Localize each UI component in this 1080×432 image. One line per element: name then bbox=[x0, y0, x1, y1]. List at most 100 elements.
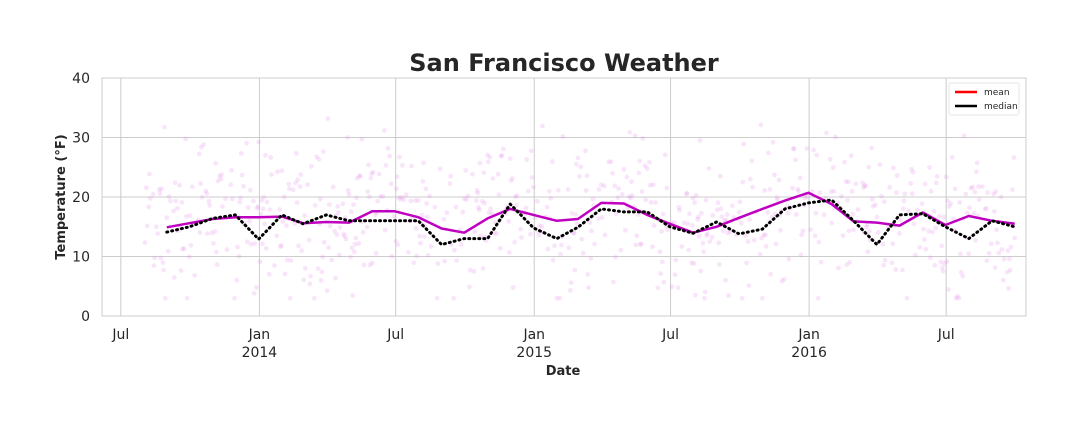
scatter-point bbox=[802, 195, 808, 201]
scatter-point bbox=[897, 231, 902, 236]
scatter-point bbox=[1001, 256, 1007, 262]
scatter-point bbox=[632, 133, 638, 139]
scatter-point bbox=[718, 206, 724, 212]
scatter-point bbox=[729, 203, 735, 209]
scatter-point bbox=[442, 258, 448, 264]
scatter-point bbox=[544, 204, 550, 210]
scatter-point bbox=[887, 184, 893, 190]
scatter-point bbox=[205, 231, 210, 237]
scatter-point bbox=[889, 260, 895, 266]
scatter-point bbox=[578, 164, 584, 170]
scatter-point bbox=[295, 177, 301, 183]
scatter-point bbox=[940, 268, 946, 274]
scatter-point bbox=[650, 244, 655, 250]
x-tick-label: Jul bbox=[386, 327, 404, 343]
scatter-point bbox=[444, 210, 450, 216]
scatter-point bbox=[284, 257, 290, 263]
scatter-point bbox=[477, 160, 483, 166]
y-tick-label: 0 bbox=[81, 309, 90, 325]
scatter-point bbox=[510, 285, 516, 290]
scatter-point bbox=[342, 233, 347, 239]
scatter-point bbox=[882, 199, 887, 204]
scatter-point bbox=[790, 185, 795, 191]
scatter-point bbox=[757, 251, 763, 257]
scatter-point bbox=[684, 191, 690, 196]
scatter-point bbox=[152, 255, 158, 261]
scatter-point bbox=[865, 249, 871, 255]
scatter-point bbox=[679, 244, 685, 249]
scatter-point bbox=[717, 173, 723, 179]
scatter-point bbox=[142, 240, 148, 245]
scatter-point bbox=[380, 194, 386, 199]
scatter-point bbox=[696, 214, 701, 220]
scatter-point bbox=[738, 220, 744, 226]
scatter-point bbox=[292, 221, 298, 226]
scatter-point bbox=[762, 188, 768, 193]
scatter-point bbox=[657, 249, 663, 255]
scatter-point bbox=[552, 243, 557, 249]
scatter-point bbox=[938, 259, 944, 265]
scatter-point bbox=[628, 195, 634, 201]
scatter-point bbox=[863, 224, 869, 230]
scatter-point bbox=[228, 182, 234, 188]
scatter-point bbox=[464, 197, 469, 203]
scatter-point bbox=[800, 228, 806, 234]
scatter-point bbox=[403, 192, 409, 198]
scatter-point bbox=[906, 208, 911, 214]
legend-label-mean: mean bbox=[984, 88, 1010, 98]
scatter-point bbox=[863, 183, 868, 189]
scatter-point bbox=[252, 241, 258, 247]
scatter-point bbox=[420, 178, 426, 184]
scatter-point bbox=[927, 255, 933, 261]
scatter-point bbox=[365, 189, 371, 195]
scatter-point bbox=[254, 205, 260, 211]
scatter-point bbox=[984, 258, 990, 264]
scatter-point bbox=[793, 211, 799, 217]
scatter-point bbox=[659, 229, 664, 234]
scatter-point bbox=[706, 166, 712, 171]
x-tick-year-label: 2015 bbox=[516, 345, 552, 361]
scatter-point bbox=[308, 163, 314, 169]
scatter-point bbox=[739, 295, 745, 301]
scatter-point bbox=[296, 243, 301, 249]
scatter-point bbox=[463, 167, 469, 173]
scatter-point bbox=[796, 188, 801, 194]
scatter-point bbox=[993, 189, 999, 194]
scatter-point bbox=[528, 231, 533, 237]
scatter-point bbox=[473, 198, 479, 203]
scatter-point bbox=[853, 181, 859, 187]
scatter-point bbox=[183, 136, 188, 142]
scatter-point bbox=[173, 198, 179, 204]
scatter-point bbox=[244, 239, 250, 245]
scatter-point bbox=[248, 241, 254, 247]
scatter-point bbox=[354, 175, 360, 181]
scatter-point bbox=[596, 187, 602, 192]
scatter-point bbox=[599, 215, 605, 220]
scatter-point bbox=[862, 182, 868, 188]
scatter-point bbox=[475, 190, 481, 196]
scatter-point bbox=[460, 209, 466, 215]
scatter-point bbox=[213, 160, 219, 166]
scatter-point bbox=[622, 227, 628, 233]
x-axis-ticks: Jul Jan 2014 Jul Jan 2015 Jul Jan 2016 Jul bbox=[111, 327, 954, 361]
scatter-point bbox=[345, 135, 350, 140]
scatter-point bbox=[298, 172, 304, 178]
scatter-point bbox=[162, 124, 167, 130]
y-axis-ticks: 0 10 20 30 40 bbox=[72, 71, 90, 325]
scatter-point bbox=[966, 251, 972, 257]
scatter-point bbox=[485, 159, 491, 165]
scatter-point bbox=[378, 194, 384, 199]
scatter-point bbox=[860, 185, 866, 190]
scatter-point bbox=[373, 250, 379, 256]
scatter-point bbox=[915, 207, 920, 213]
scatter-point bbox=[945, 198, 951, 204]
scatter-point bbox=[382, 227, 388, 233]
scatter-point bbox=[685, 221, 691, 227]
scatter-point bbox=[287, 295, 293, 301]
scatter-point bbox=[540, 123, 545, 129]
scatter-point bbox=[345, 187, 351, 193]
y-tick-label: 40 bbox=[72, 71, 90, 87]
scatter-point bbox=[549, 159, 555, 164]
scatter-point bbox=[624, 174, 630, 180]
scatter-point bbox=[181, 246, 187, 252]
